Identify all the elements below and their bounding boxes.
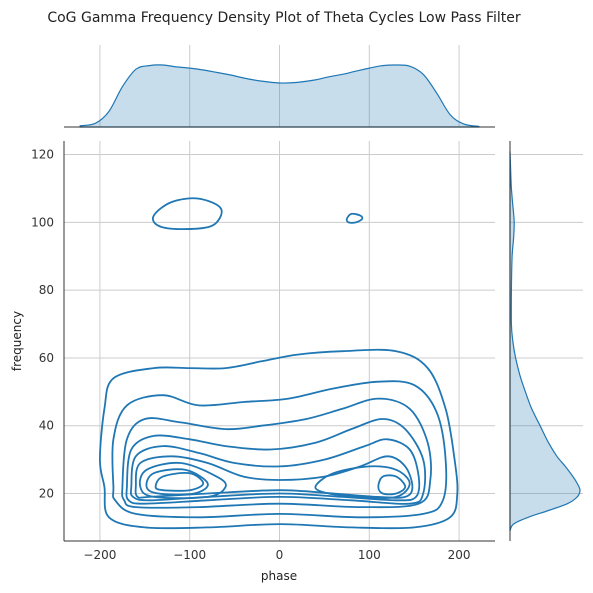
x-axis-ticks: −200 −100 0 100 200: [83, 548, 470, 562]
density-contour-12: [152, 197, 223, 231]
right-marginal-plot: [509, 141, 583, 541]
density-contour-6: [134, 455, 414, 499]
top-marginal-plot: [64, 45, 495, 128]
top-marginal-density-area: [79, 64, 480, 128]
density-contour-3: [121, 397, 432, 509]
joint-plot-area: −200 −100 0 100 200 20 40 60 80 100 120: [31, 141, 495, 562]
top-marginal-gridlines: [99, 45, 460, 127]
x-tick-label: 200: [448, 548, 471, 562]
density-contour-9: [145, 468, 209, 496]
density-contour-10: [377, 474, 407, 496]
density-contour-7: [138, 461, 227, 500]
y-tick-label: 120: [31, 148, 54, 162]
density-contour-13: [345, 212, 364, 224]
y-tick-label: 80: [39, 283, 54, 297]
x-tick-label: −100: [173, 548, 206, 562]
y-axis-ticks: 20 40 60 80 100 120: [31, 148, 54, 501]
y-tick-label: 100: [31, 215, 54, 229]
density-contour-8: [314, 465, 411, 499]
y-axis-label: frequency: [10, 311, 24, 371]
density-contours: [98, 197, 459, 530]
x-tick-label: −200: [83, 548, 116, 562]
density-contour-11: [154, 472, 205, 492]
x-axis-label: phase: [261, 569, 297, 583]
density-contour-2: [111, 380, 448, 519]
y-tick-label: 20: [39, 487, 54, 501]
chart-title: CoG Gamma Frequency Density Plot of Thet…: [47, 10, 521, 26]
x-tick-label: 100: [358, 548, 381, 562]
right-marginal-density-area: [509, 151, 581, 532]
density-contour-1: [98, 348, 459, 530]
y-tick-label: 40: [39, 419, 54, 433]
x-tick-label: 0: [276, 548, 284, 562]
right-marginal-gridlines: [510, 154, 583, 495]
y-tick-label: 60: [39, 351, 54, 365]
density-contour-4: [125, 418, 427, 505]
